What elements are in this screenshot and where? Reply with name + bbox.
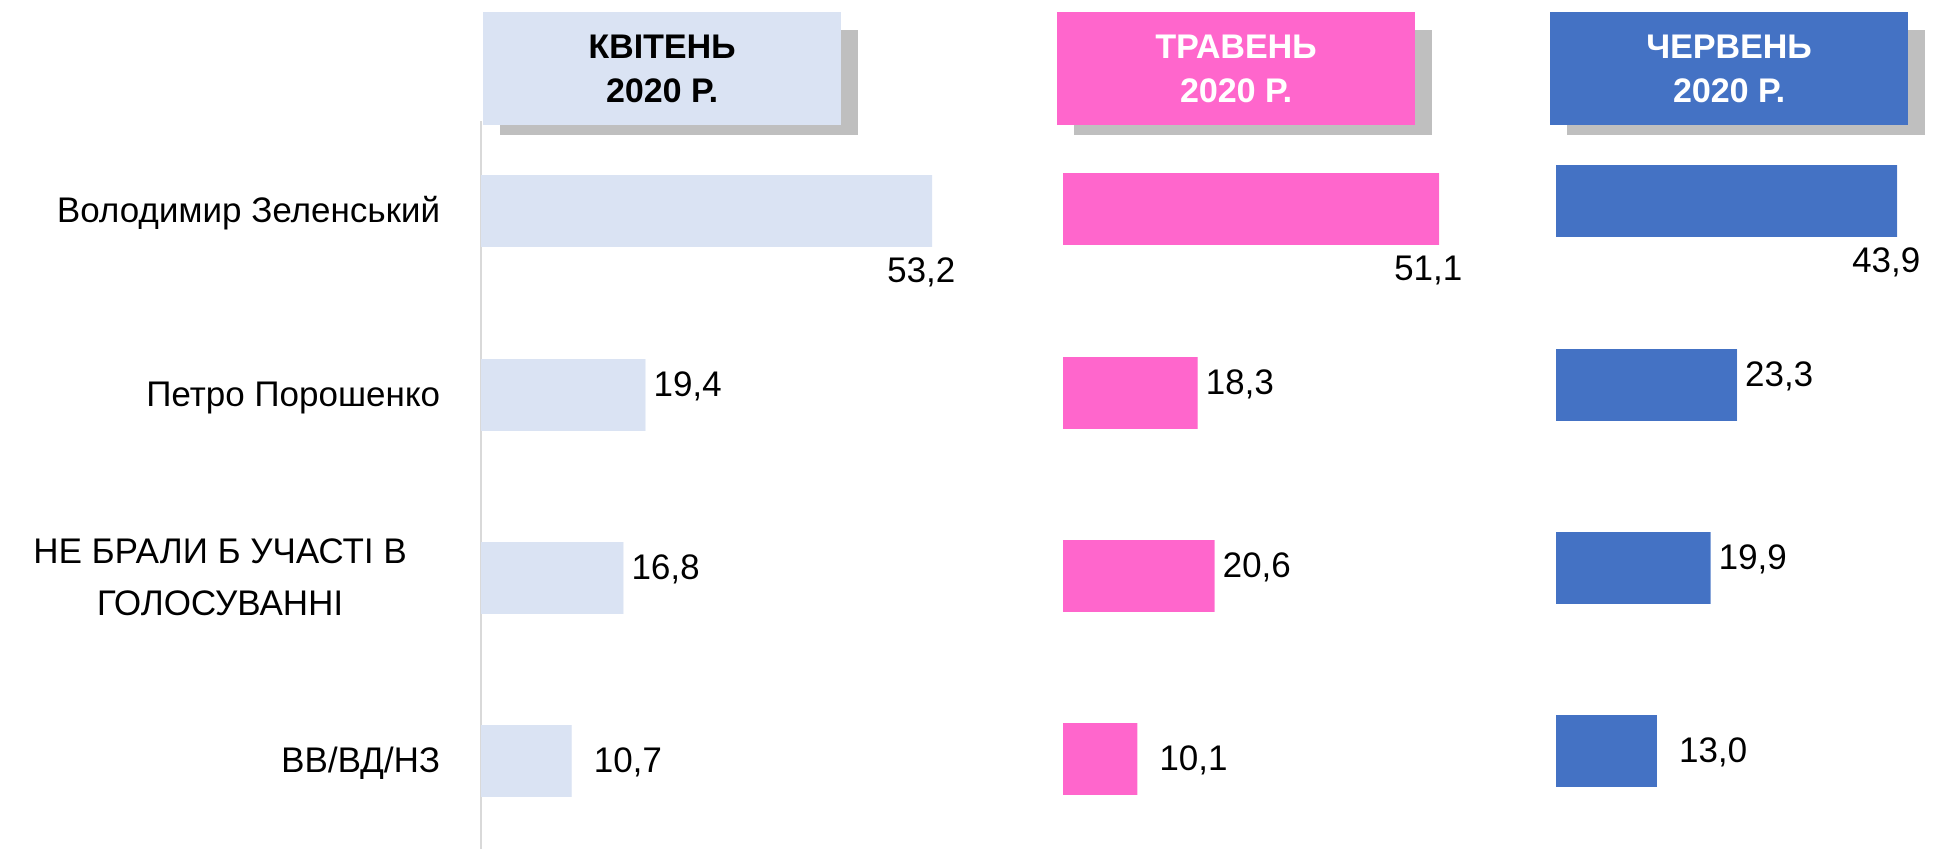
value-label: 19,4: [653, 365, 722, 404]
value-label: 10,7: [593, 741, 662, 780]
bar: [1556, 532, 1711, 604]
bar: [1063, 540, 1215, 612]
header-text: ТРАВЕНЬ 2020 Р.: [1155, 27, 1317, 110]
value-label: 43,9: [1852, 241, 1921, 280]
panel-header: КВІТЕНЬ 2020 Р.: [483, 12, 841, 125]
value-label: 10,1: [1159, 739, 1228, 778]
value-label: 20,6: [1222, 546, 1291, 585]
bar: [1063, 357, 1198, 429]
header-text: ЧЕРВЕНЬ 2020 Р.: [1646, 27, 1812, 110]
value-label: 13,0: [1679, 731, 1748, 770]
category-label: Володимир Зеленський: [56, 191, 440, 230]
bar: [1063, 173, 1440, 245]
bar: [1556, 715, 1658, 787]
bar: [1063, 723, 1138, 795]
panel-header: ТРАВЕНЬ 2020 Р.: [1057, 12, 1415, 125]
bar: [481, 359, 646, 431]
value-label: 18,3: [1205, 363, 1274, 402]
bar: [481, 725, 572, 797]
bar: [1556, 349, 1738, 421]
category-label: НЕ БРАЛИ Б УЧАСТІ В ГОЛОСУВАННІ: [33, 532, 407, 623]
panel-header: ЧЕРВЕНЬ 2020 Р.: [1550, 12, 1908, 125]
bar: [1556, 165, 1898, 237]
value-label: 19,9: [1718, 538, 1787, 577]
bar: [481, 542, 624, 614]
header-text: КВІТЕНЬ 2020 Р.: [588, 27, 736, 110]
category-label: ВВ/ВД/НЗ: [281, 741, 440, 780]
value-label: 16,8: [631, 548, 700, 587]
bar: [481, 175, 933, 247]
value-label: 23,3: [1745, 355, 1814, 394]
value-label: 53,2: [887, 251, 956, 290]
category-label: Петро Порошенко: [146, 375, 440, 414]
value-label: 51,1: [1394, 249, 1463, 288]
